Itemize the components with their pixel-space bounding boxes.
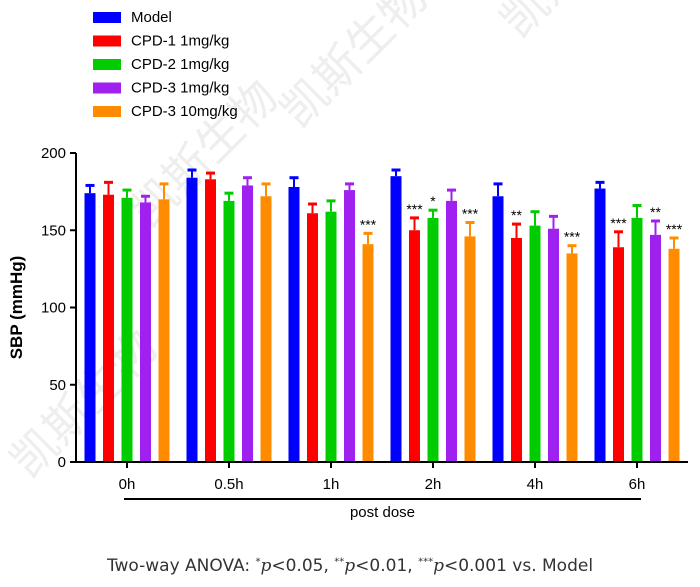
y-axis: 0 50 100 150 200 SBP (mmHg) bbox=[7, 145, 77, 471]
y-tick-label-200: 200 bbox=[41, 145, 66, 162]
bar-0.5h-4 bbox=[260, 196, 272, 462]
legend-swatch-1 bbox=[93, 35, 121, 47]
x-axis: 0h 0.5h 1h 2h 4h 6h post dose bbox=[75, 461, 688, 521]
y-tick-label-0: 0 bbox=[58, 454, 66, 471]
bars-group: ****** **** ************* bbox=[84, 168, 683, 463]
legend-swatch-0 bbox=[93, 12, 121, 23]
legend-label-4: CPD-3 10mg/kg bbox=[131, 103, 238, 120]
bar-6h-1 bbox=[613, 247, 624, 462]
bar-1h-1 bbox=[307, 213, 318, 462]
footnote-star-2: ** bbox=[334, 556, 345, 568]
y-axis-title: SBP (mmHg) bbox=[7, 256, 26, 360]
x-tick-label-0: 0h bbox=[119, 476, 136, 493]
bar-2h-3 bbox=[446, 200, 457, 462]
watermark-text-1: 凯斯生物 bbox=[270, 0, 438, 138]
legend-label-0: Model bbox=[131, 9, 172, 26]
watermark-text-2: 凯斯生物 bbox=[490, 0, 658, 48]
significance-2h-4: *** bbox=[462, 206, 479, 222]
significance-1h-4: *** bbox=[360, 216, 377, 232]
bar-1h-0 bbox=[288, 186, 300, 463]
significance-4h-4: *** bbox=[564, 229, 581, 245]
y-tick-label-50: 50 bbox=[49, 377, 66, 394]
bar-4h-0 bbox=[492, 196, 504, 462]
legend-label-2: CPD-2 1mg/kg bbox=[131, 56, 229, 73]
bar-4h-1 bbox=[511, 237, 522, 462]
x-tick-label-4: 4h bbox=[527, 476, 544, 493]
x-tick-label-5: 6h bbox=[629, 476, 646, 493]
x-axis-title: post dose bbox=[350, 504, 415, 521]
footnote-star-3: *** bbox=[418, 556, 434, 568]
footnote-prefix: Two-way ANOVA: bbox=[106, 556, 256, 576]
significance-2h-1: *** bbox=[406, 201, 423, 217]
bar-0h-2 bbox=[121, 197, 133, 462]
footnote-threshold-3: <0.001 vs. Model bbox=[443, 556, 594, 576]
bar-0h-0 bbox=[84, 193, 96, 463]
y-tick-label-100: 100 bbox=[41, 300, 66, 317]
bar-1h-3 bbox=[344, 190, 355, 462]
footnote: Two-way ANOVA: *p<0.05, **p<0.01, ***p<0… bbox=[0, 556, 700, 576]
bar-0h-4 bbox=[158, 199, 170, 462]
footnote-p-2: p bbox=[344, 556, 356, 576]
bar-2h-1 bbox=[409, 230, 420, 462]
bar-6h-0 bbox=[594, 188, 606, 462]
legend-swatch-2 bbox=[93, 59, 121, 70]
significance-6h-3: ** bbox=[650, 204, 661, 220]
footnote-p-3: p bbox=[433, 556, 444, 576]
bar-0.5h-1 bbox=[205, 179, 216, 462]
bar-4h-3 bbox=[548, 228, 559, 462]
legend-label-3: CPD-3 1mg/kg bbox=[131, 80, 229, 97]
significance-6h-4: *** bbox=[666, 221, 683, 237]
bar-2h-4 bbox=[464, 236, 476, 462]
footnote-threshold-2: <0.01, bbox=[355, 556, 419, 576]
significance-4h-1: ** bbox=[511, 207, 522, 223]
bar-6h-2 bbox=[631, 217, 643, 462]
bar-0.5h-2 bbox=[223, 200, 235, 462]
bar-6h-3 bbox=[650, 234, 661, 462]
footnote-star-1: * bbox=[255, 556, 261, 568]
bar-1h-2 bbox=[325, 211, 337, 462]
x-tick-label-2: 1h bbox=[323, 476, 340, 493]
legend-label-1: CPD-1 1mg/kg bbox=[131, 33, 229, 50]
footnote-p-1: p bbox=[260, 556, 272, 576]
legend: Model CPD-1 1mg/kg CPD-2 1mg/kg CPD-3 1mg/k… bbox=[93, 9, 238, 120]
bar-4h-4 bbox=[566, 253, 578, 462]
y-tick-label-150: 150 bbox=[41, 222, 66, 239]
bar-2h-2 bbox=[427, 217, 439, 462]
footnote-threshold-1: <0.05, bbox=[271, 556, 335, 576]
bar-0h-3 bbox=[140, 202, 151, 462]
bar-2h-0 bbox=[390, 176, 402, 463]
bar-0.5h-3 bbox=[242, 185, 253, 462]
x-tick-label-1: 0.5h bbox=[214, 476, 243, 493]
significance-6h-1: *** bbox=[610, 215, 627, 231]
bar-4h-2 bbox=[529, 225, 541, 462]
bar-1h-4 bbox=[362, 244, 374, 462]
legend-swatch-4 bbox=[93, 106, 121, 117]
significance-2h-2: * bbox=[430, 193, 436, 209]
bar-6h-4 bbox=[668, 248, 680, 462]
x-tick-label-3: 2h bbox=[425, 476, 442, 493]
bar-0.5h-0 bbox=[186, 177, 198, 462]
legend-swatch-3 bbox=[93, 82, 121, 94]
bar-0h-1 bbox=[103, 194, 114, 462]
